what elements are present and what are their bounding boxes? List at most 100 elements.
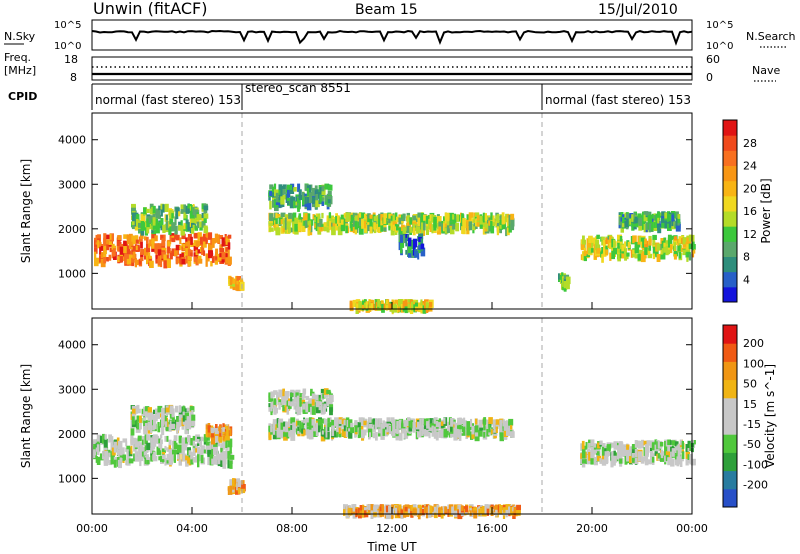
scatter-cell-p1-b0 (122, 454, 126, 461)
scatter-cell-p0-b2 (228, 278, 232, 284)
scatter-cell-p1-b1 (191, 414, 196, 421)
scatter-cell-p1-b4 (454, 427, 459, 435)
scatter-cell-p1-b6 (596, 448, 601, 454)
scatter-cell-p1-b5 (302, 405, 307, 414)
scatter-cell-p0-b3 (307, 213, 311, 222)
scatter-cell-p1-b0 (190, 438, 194, 446)
scatter-cell-p0-b2 (229, 283, 235, 289)
scatter-cell-p1-b4 (510, 424, 513, 433)
ytick-label-p1-0: 1000 (58, 472, 86, 485)
scatter-cell-p1-b4 (463, 417, 466, 426)
scatter-cell-p0-b1 (165, 214, 168, 221)
scatter-cell-p1-b5 (329, 401, 333, 407)
scatter-cell-p1-b0 (173, 442, 178, 450)
scatter-cell-p0-b0 (157, 259, 162, 266)
scatter-cell-p1-b7 (422, 509, 425, 516)
colorbar-tick-p0-4: 12 (743, 228, 757, 241)
scatter-cell-p1-b5 (273, 390, 278, 395)
colorbar-swatch-p1-2 (723, 452, 737, 472)
scatter-cell-p1-b4 (433, 417, 438, 424)
scatter-cell-p0-b3 (319, 225, 323, 232)
scatter-cell-p0-b0 (185, 247, 190, 257)
scatter-cell-p0-b3 (292, 227, 296, 232)
scatter-cell-p0-b6 (686, 244, 690, 250)
scatter-cell-p0-b1 (165, 221, 170, 231)
scatter-cell-p1-b1 (131, 416, 135, 423)
scatter-cell-p0-b1 (146, 219, 152, 228)
scatter-cell-p0-b3 (335, 216, 338, 224)
scatter-cell-p1-b6 (634, 440, 638, 445)
scatter-cell-p0-b1 (131, 212, 137, 222)
scatter-cell-p1-b1 (186, 416, 191, 421)
scatter-cell-p1-b3 (241, 488, 246, 494)
xtick-label-5: 20:00 (576, 522, 608, 535)
scatter-cell-p0-b1 (143, 207, 147, 215)
scatter-cell-p0-b1 (194, 225, 199, 231)
scatter-cell-p1-b4 (272, 421, 278, 428)
scatter-cell-p0-b6 (691, 234, 695, 243)
scatter-cell-p0-b1 (146, 218, 149, 224)
scatter-cell-p0-b1 (160, 209, 163, 217)
scatter-cell-p0-b3 (438, 222, 442, 232)
scatter-cell-p1-b5 (290, 400, 295, 407)
scatter-cell-p0-b3 (269, 213, 274, 222)
scatter-cell-p0-b3 (466, 214, 470, 220)
scatter-cell-p1-b5 (326, 389, 331, 394)
scatter-cell-p1-b4 (327, 418, 330, 423)
scatter-cell-p0-b3 (319, 219, 323, 228)
scatter-cell-p0-b2 (232, 278, 236, 284)
scatter-cell-p0-b6 (648, 244, 652, 251)
scatter-cell-p1-b0 (104, 450, 110, 458)
scatter-cell-p0-b4 (319, 194, 322, 204)
scatter-cell-p1-b7 (359, 505, 363, 511)
scatter-cell-p0-b3 (482, 219, 487, 228)
scatter-cell-p0-b3 (373, 216, 378, 222)
scatter-cell-p0-b4 (298, 195, 303, 201)
colorbar-tick-p1-4: -15 (743, 418, 761, 431)
scatter-cell-p0-b3 (501, 222, 506, 230)
scatter-cell-p1-b6 (590, 458, 594, 465)
scatter-cell-p1-b4 (345, 431, 351, 438)
scatter-cell-p0-b4 (312, 197, 316, 204)
scatter-cell-p0-b7 (671, 221, 674, 227)
scatter-cell-p0-b0 (181, 233, 186, 240)
scatter-cell-p1-b1 (175, 405, 179, 413)
nsearch-tick-low: 10^0 (706, 41, 733, 52)
scatter-cell-p1-b5 (311, 393, 316, 401)
scatter-cell-p0-b2 (236, 282, 241, 292)
scatter-cell-p0-b0 (106, 234, 112, 240)
colorbar-swatch-p1-4 (723, 416, 737, 435)
scatter-cell-p0-b1 (194, 209, 199, 218)
scatter-cell-p1-b5 (318, 394, 322, 400)
scatter-cell-p0-b3 (388, 218, 392, 224)
scatter-cell-p1-b4 (499, 432, 504, 442)
scatter-cell-p1-b0 (211, 442, 215, 449)
scatter-cell-p0-b1 (158, 221, 161, 229)
scatter-cell-p1-b1 (157, 405, 163, 413)
scatter-cell-p1-b0 (146, 434, 150, 441)
scatter-cell-p0-b0 (187, 256, 192, 261)
scatter-cell-p0-b3 (409, 217, 414, 225)
scatter-cell-p1-b6 (659, 442, 664, 447)
scatter-cell-p1-b6 (674, 454, 678, 460)
scatter-cell-p0-b1 (191, 218, 196, 223)
scatter-cell-p0-b0 (187, 260, 192, 267)
scatter-cell-p1-b4 (412, 423, 417, 429)
scatter-cell-p1-b6 (677, 447, 682, 453)
scatter-cell-p0-b1 (149, 207, 152, 215)
scatter-cell-p1-b0 (227, 438, 233, 448)
colorbar-tick-p0-2: 20 (743, 182, 757, 195)
scatter-cell-p1-b1 (164, 421, 168, 431)
scatter-cell-p0-b3 (409, 226, 414, 233)
scatter-cell-p1-b6 (626, 456, 631, 462)
scatter-cell-p0-b6 (656, 254, 661, 262)
scatter-cell-p1-b5 (318, 397, 323, 402)
scatter-cell-p0-b0 (108, 254, 112, 261)
scatter-cell-p1-b4 (458, 424, 464, 430)
scatter-cell-p1-b3 (229, 485, 233, 495)
scatter-cell-p0-b3 (308, 224, 311, 231)
scatter-cell-p0-b7 (657, 211, 660, 221)
scatter-cell-p0-b0 (119, 246, 125, 255)
ytick-label-p1-3: 4000 (58, 339, 86, 352)
scatter-cell-p0-b0 (181, 252, 184, 258)
